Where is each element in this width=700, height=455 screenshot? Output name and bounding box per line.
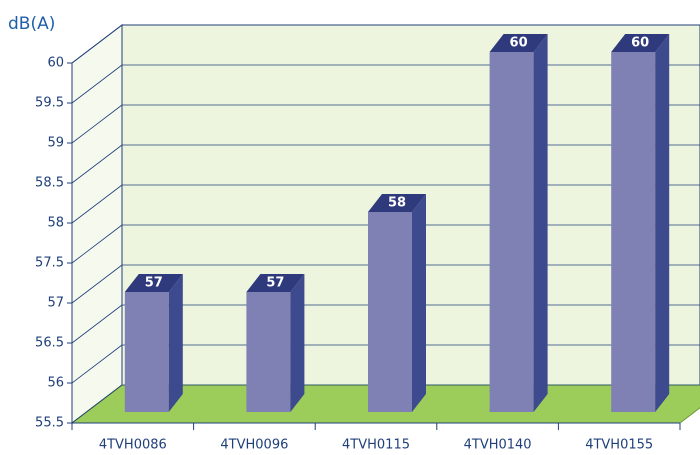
bar (246, 274, 305, 412)
x-tick-label: 4TVH0155 (585, 438, 653, 453)
bar-side (655, 34, 670, 412)
bar-front (124, 292, 169, 412)
y-tick-label: 59 (47, 136, 64, 151)
bar (611, 34, 670, 412)
bar-side (168, 274, 183, 412)
bar (124, 274, 183, 412)
grid-line (71, 24, 123, 64)
grid-line (71, 144, 123, 184)
bar-top (611, 34, 670, 52)
bar-front (489, 52, 534, 412)
bar-side (412, 194, 426, 412)
grid-line (71, 224, 123, 264)
y-tick-label: 57 (47, 296, 64, 311)
y-tick-label: 55.5 (35, 416, 64, 431)
y-axis-label: dB(A) (8, 14, 55, 34)
y-tick-label: 58.5 (35, 176, 64, 191)
x-tick-label: 4TVH0115 (342, 438, 410, 453)
x-tick-label: 4TVH0096 (220, 438, 288, 453)
bar-top (124, 274, 183, 292)
value-label: 60 (631, 36, 649, 51)
bar-side (290, 274, 305, 412)
bar (368, 194, 426, 412)
grid-line (71, 384, 123, 424)
y-tick-label: 60 (47, 56, 64, 71)
value-label: 60 (510, 36, 528, 51)
grid-line (71, 104, 123, 144)
grid-line (71, 304, 123, 344)
grid-line (71, 344, 123, 384)
y-tick-label: 56 (47, 376, 64, 391)
y-tick-label: 59.5 (35, 96, 64, 111)
y-tick-label: 57.5 (35, 256, 64, 271)
bar-front (368, 212, 412, 412)
y-tick-label: 58 (47, 216, 64, 231)
y-tick-label: 56.5 (35, 336, 64, 351)
x-tick-label: 4TVH0140 (464, 438, 532, 453)
bar-top (489, 34, 548, 52)
bar (489, 34, 548, 412)
x-tick-label: 4TVH0086 (99, 438, 167, 453)
bar-top (368, 194, 426, 212)
bar-front (611, 52, 656, 412)
bar-side (533, 34, 548, 412)
grid-line (71, 184, 123, 224)
value-label: 57 (266, 276, 284, 291)
bar-front (246, 292, 291, 412)
value-label: 57 (145, 276, 163, 291)
grid-line (71, 264, 123, 304)
grid-line (71, 64, 123, 104)
side-wall (71, 23, 123, 425)
value-label: 58 (388, 196, 406, 211)
bar-top (246, 274, 305, 292)
